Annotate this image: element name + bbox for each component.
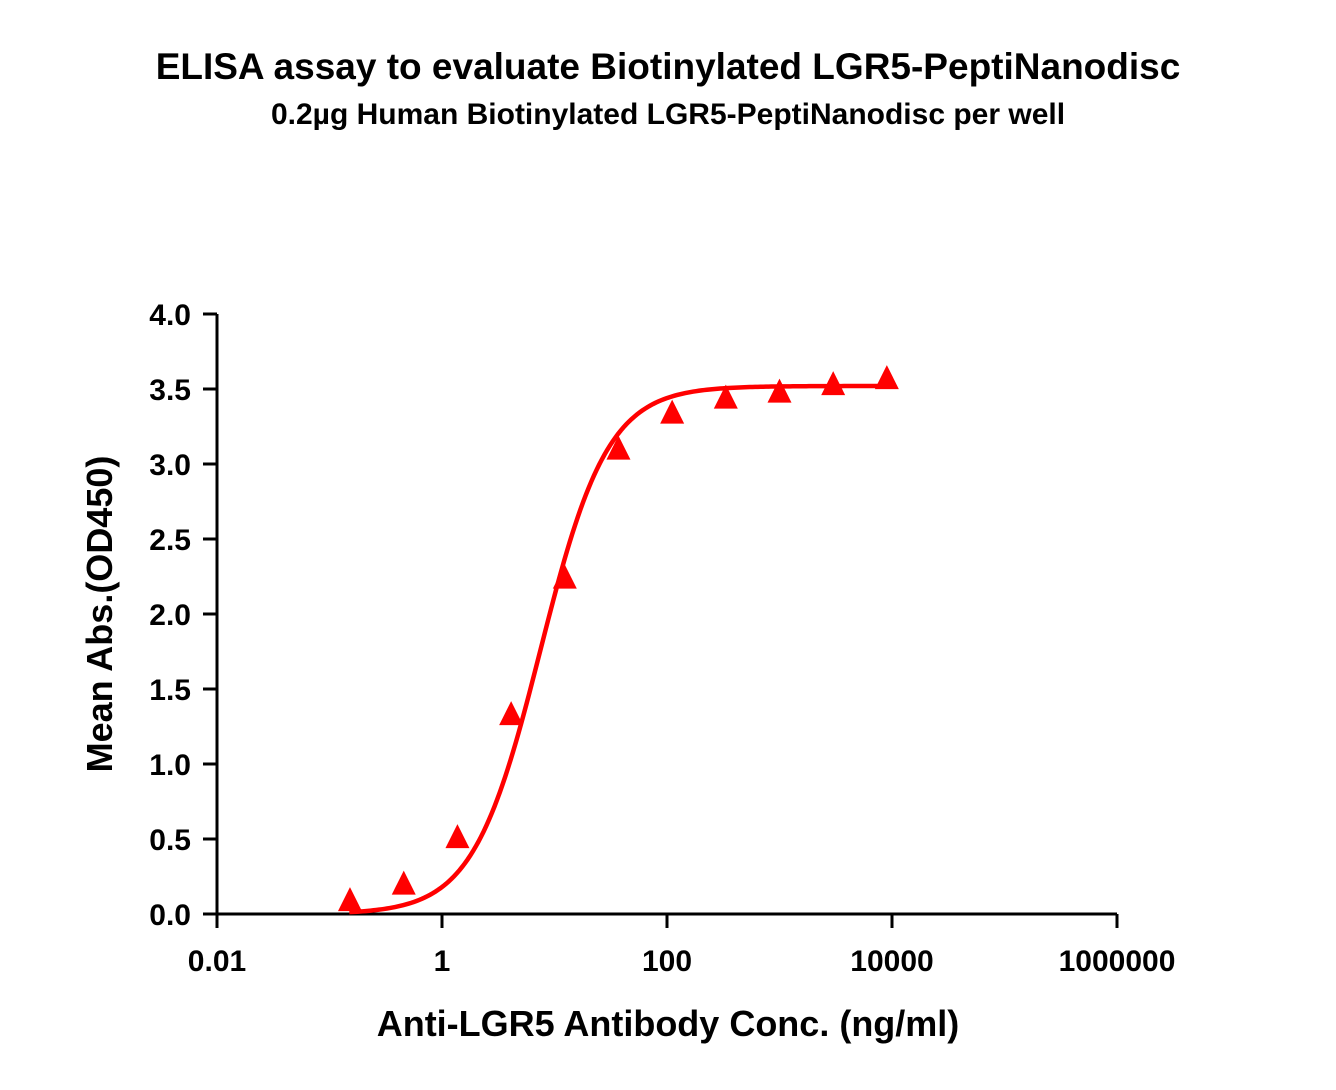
- y-axis-label: Mean Abs.(OD450): [79, 456, 120, 773]
- data-point-3: [499, 701, 524, 726]
- chart-axes: 0.0 0.5 1.0 1.5 2.0 2.5 3.0 3.5 4.0 0.01 1 100 10000…: [149, 299, 1175, 978]
- y-tick-label: 2.5: [149, 524, 191, 557]
- x-tick-label: 1000000: [1059, 945, 1176, 978]
- data-point-9: [821, 371, 846, 396]
- x-tick-label: 1: [434, 945, 451, 978]
- y-tick-label: 2.0: [149, 599, 191, 632]
- x-tick-label: 100: [642, 945, 692, 978]
- y-tick-label: 1.0: [149, 749, 191, 782]
- x-axis-label: Anti-LGR5 Antibody Conc. (ng/ml): [377, 1003, 960, 1044]
- data-point-6: [660, 399, 685, 424]
- data-point-7: [713, 384, 738, 409]
- data-point-10: [874, 365, 899, 390]
- data-point-0: [337, 887, 362, 912]
- data-point-8: [767, 378, 792, 403]
- y-tick-label: 0.5: [149, 824, 191, 857]
- fit-curve: [349, 383, 887, 915]
- chart-title: ELISA assay to evaluate Biotinylated LGR…: [155, 46, 1181, 87]
- data-point-4: [552, 564, 577, 589]
- y-tick-label: 1.5: [149, 674, 191, 707]
- data-point-5: [606, 435, 631, 460]
- data-points-layer: [337, 365, 899, 912]
- data-point-1: [391, 870, 416, 895]
- y-tick-label: 4.0: [149, 299, 191, 332]
- x-tick-label: 10000: [850, 945, 933, 978]
- y-tick-label: 3.0: [149, 449, 191, 482]
- data-point-2: [445, 824, 470, 849]
- y-tick-label: 0.0: [149, 899, 191, 932]
- y-tick-label: 3.5: [149, 374, 191, 407]
- chart-subtitle: 0.2µg Human Biotinylated LGR5-PeptiNanod…: [270, 98, 1066, 131]
- fit-curve-layer: [349, 383, 887, 915]
- x-tick-label: 0.01: [188, 945, 246, 978]
